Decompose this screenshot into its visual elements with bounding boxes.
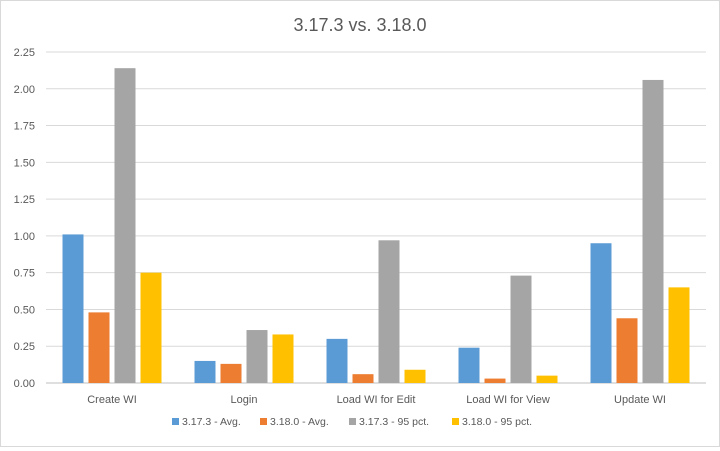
- x-axis-category-labels: Create WI Login Load WI for Edit Load WI fo…: [87, 394, 666, 406]
- bar-2-2: [220, 363, 242, 383]
- legend-label: 3.18.0 - 95 pct.: [462, 416, 532, 428]
- bar-1-4: [458, 347, 480, 383]
- y-tick-label: 0.00: [14, 378, 35, 390]
- y-tick-label: 0.75: [14, 268, 35, 280]
- bar-2-1: [88, 312, 110, 383]
- legend-item: 3.18.0 - Avg.: [260, 416, 329, 428]
- x-category-label: Update WI: [614, 394, 666, 406]
- x-category-label: Load WI for Edit: [337, 394, 416, 406]
- bar-3-5: [642, 79, 664, 383]
- y-axis-tick-labels: 0.00 0.25 0.50 0.75 1.00 1.25 1.50 1.75 2.00 2.25: [14, 47, 35, 390]
- bars: [62, 68, 690, 383]
- y-tick-label: 1.00: [14, 231, 35, 243]
- bar-4-1: [140, 272, 162, 383]
- chart-title: 3.17.3 vs. 3.18.0: [293, 15, 426, 35]
- legend-swatch: [349, 418, 356, 425]
- legend-label: 3.17.3 - Avg.: [182, 416, 241, 428]
- legend-label: 3.17.3 - 95 pct.: [359, 416, 429, 428]
- x-category-label: Create WI: [87, 394, 137, 406]
- legend-item: 3.17.3 - Avg.: [172, 416, 241, 428]
- y-tick-label: 0.50: [14, 304, 35, 316]
- bar-3-4: [510, 275, 532, 383]
- y-tick-label: 0.25: [14, 341, 35, 353]
- legend-label: 3.18.0 - Avg.: [270, 416, 329, 428]
- x-category-label: Load WI for View: [466, 394, 550, 406]
- bar-1-1: [62, 234, 84, 383]
- legend-swatch: [452, 418, 459, 425]
- x-category-label: Login: [231, 394, 258, 406]
- bar-2-5: [616, 318, 638, 383]
- bar-1-3: [326, 338, 348, 383]
- bar-1-5: [590, 243, 612, 383]
- y-tick-label: 1.25: [14, 194, 35, 206]
- bar-3-2: [246, 330, 268, 383]
- legend-swatch: [172, 418, 179, 425]
- y-tick-label: 1.75: [14, 121, 35, 133]
- y-tick-label: 2.00: [14, 84, 35, 96]
- bar-4-5: [668, 287, 690, 383]
- bar-4-4: [536, 375, 558, 383]
- bar-2-3: [352, 374, 374, 383]
- legend-swatch: [260, 418, 267, 425]
- y-tick-label: 2.25: [14, 47, 35, 59]
- bar-4-2: [272, 334, 294, 383]
- bar-3-1: [114, 68, 136, 383]
- legend-item: 3.18.0 - 95 pct.: [452, 416, 532, 428]
- y-tick-label: 1.50: [14, 157, 35, 169]
- legend: 3.17.3 - Avg. 3.18.0 - Avg. 3.17.3 - 95 pc…: [172, 416, 532, 428]
- bar-3-3: [378, 240, 400, 383]
- bar-4-3: [404, 369, 426, 383]
- bar-1-2: [194, 360, 216, 383]
- bar-2-4: [484, 378, 506, 383]
- legend-item: 3.17.3 - 95 pct.: [349, 416, 429, 428]
